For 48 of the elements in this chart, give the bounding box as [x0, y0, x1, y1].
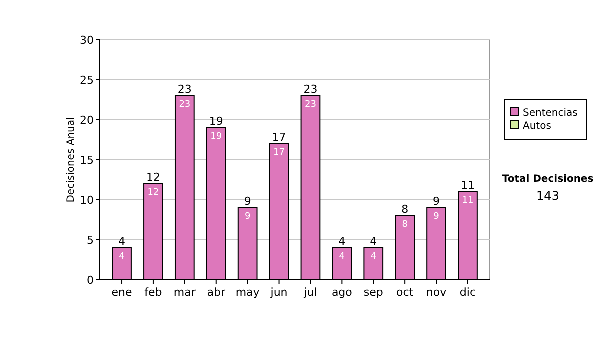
x-tick-label: oct — [396, 286, 414, 299]
legend-label: Sentencias — [523, 108, 578, 119]
total-label: 9 — [433, 195, 440, 208]
total-label: 9 — [244, 195, 252, 208]
total-label: 17 — [272, 131, 286, 144]
data-label: 4 — [119, 252, 126, 262]
total-label: 12 — [146, 171, 160, 184]
x-tick-label: may — [236, 286, 260, 299]
y-tick-label: 30 — [80, 34, 94, 47]
total-label: 19 — [209, 115, 224, 128]
legend-label: Autos — [523, 121, 552, 132]
y-tick-label: 15 — [80, 154, 94, 167]
data-label: 23 — [305, 100, 316, 110]
text: Total Decisiones — [502, 174, 594, 185]
x-tick-label: jul — [303, 286, 318, 299]
y-tick-label: 0 — [87, 274, 94, 287]
data-label: 4 — [370, 252, 377, 262]
data-label: 23 — [179, 100, 191, 110]
x-tick-label: abr — [207, 286, 226, 299]
data-label: 9 — [434, 212, 440, 222]
data-label: 4 — [339, 252, 346, 262]
x-tick-label: ago — [332, 286, 353, 299]
total-label: 4 — [370, 235, 378, 248]
total-label: 4 — [338, 235, 346, 248]
x-tick-label: mar — [174, 286, 196, 299]
text: 143 — [536, 189, 560, 203]
data-label: 17 — [274, 148, 285, 158]
y-tick-label: 10 — [80, 194, 94, 207]
x-tick-label: sep — [364, 286, 384, 299]
data-label: 19 — [210, 132, 222, 142]
total-label: 8 — [402, 203, 409, 216]
total-label: 23 — [178, 83, 192, 96]
data-label: 9 — [244, 212, 251, 222]
total-label: 11 — [460, 179, 475, 192]
x-tick-label: jun — [270, 286, 288, 299]
y-tick-label: 25 — [80, 74, 94, 87]
x-tick-label: nov — [426, 286, 448, 299]
data-label: 12 — [148, 188, 160, 198]
x-tick-label: feb — [144, 286, 162, 299]
total-label: 23 — [304, 83, 318, 96]
x-tick-label: ene — [112, 286, 132, 299]
x-tick-label: dic — [460, 286, 476, 299]
data-label: 8 — [402, 220, 408, 230]
data-label: 11 — [462, 196, 474, 206]
y-tick-label: 20 — [80, 114, 94, 127]
y-tick-label: 5 — [87, 234, 94, 247]
total-label: 4 — [118, 235, 126, 248]
y-axis-title: Decisiones Anual — [66, 117, 77, 203]
